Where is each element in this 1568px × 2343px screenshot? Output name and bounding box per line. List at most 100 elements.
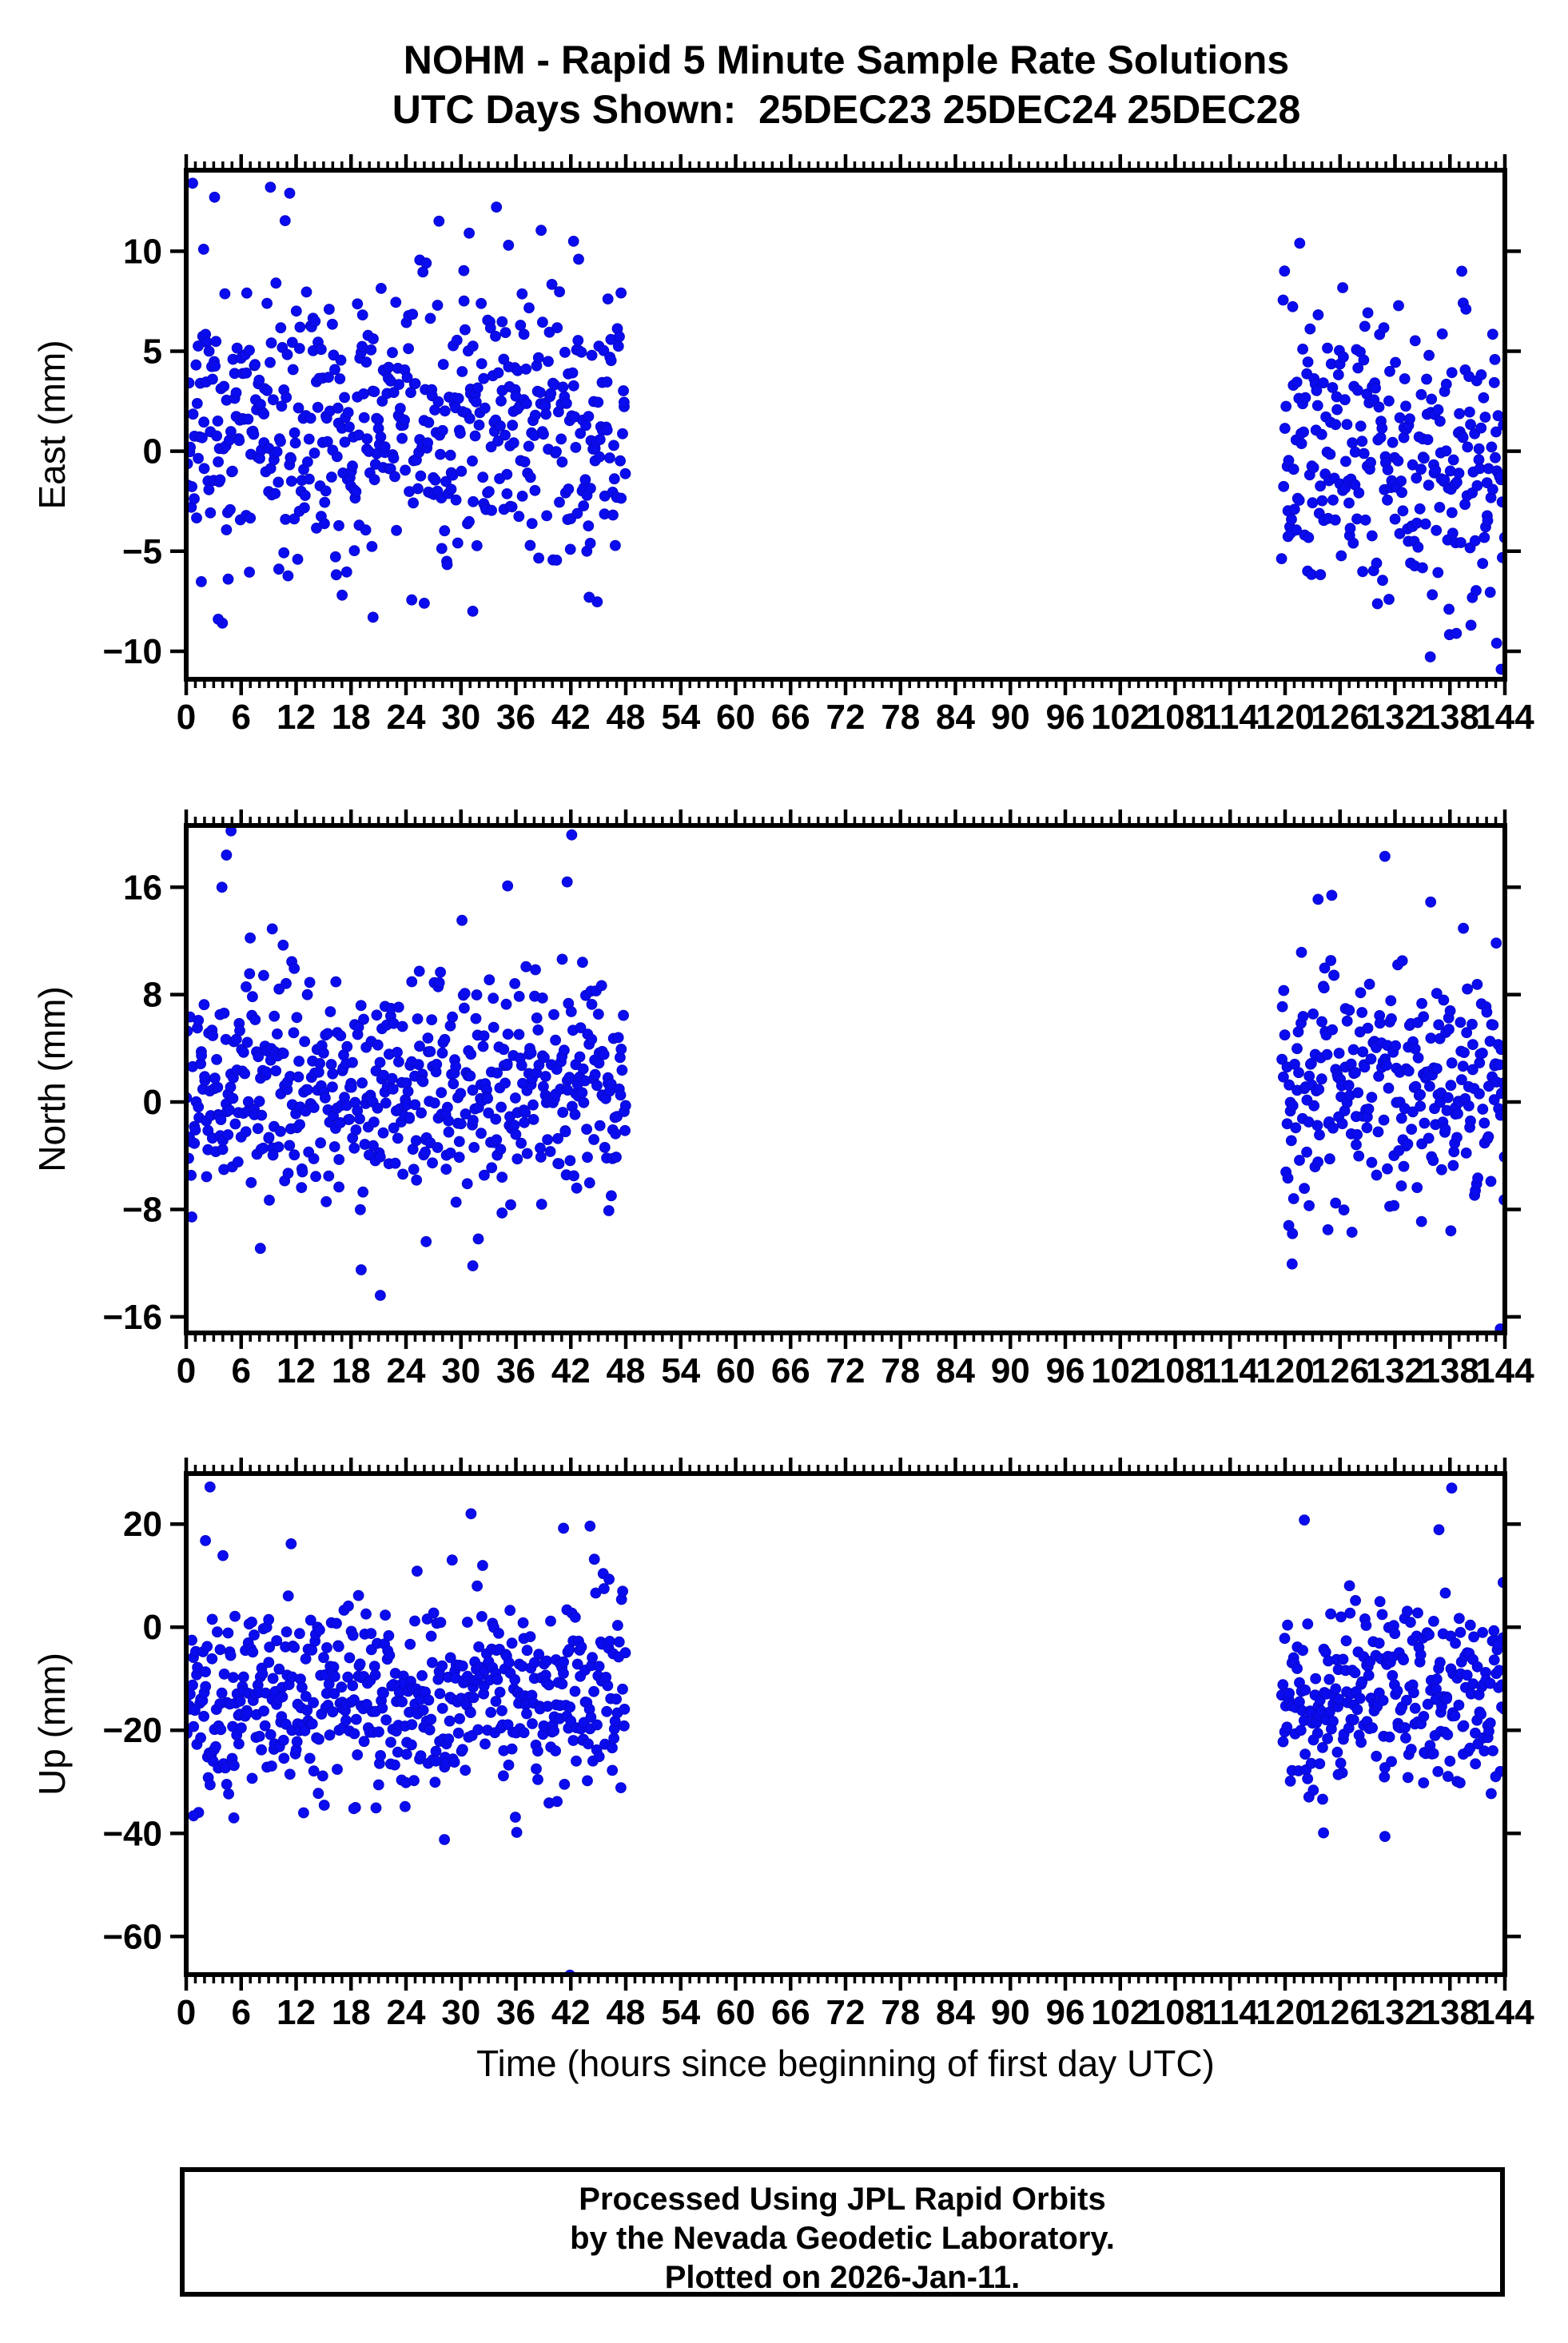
data-point [1295,1724,1307,1736]
data-point [289,963,300,974]
data-point [1385,995,1397,1007]
data-point [294,321,306,333]
data-point [270,1065,282,1076]
data-point [506,501,518,513]
data-point [344,1113,356,1125]
x-tick-label: 48 [607,1351,646,1390]
data-point [1330,1683,1342,1695]
data-point [200,1535,212,1546]
data-point [227,1092,239,1104]
data-point [436,424,448,436]
data-point [304,473,315,485]
data-point [456,465,468,477]
x-tick-label: 96 [1046,1993,1085,2032]
x-tick-label: 120 [1256,1351,1314,1390]
scatter-plot-up: 0 6 12 18 24 30 36 42 48 54 60 66 72 78 84 90 96 10210811… [31,1458,1534,2032]
panel-up: 0 6 12 18 24 30 36 42 48 54 60 66 72 78 84 90 96 102 108 11… [31,1458,1534,2032]
data-point [230,387,242,399]
data-point [245,1177,257,1188]
data-point [285,453,297,464]
data-point [1347,1044,1359,1056]
data-point [221,524,233,535]
data-point [392,1132,404,1144]
data-point [387,347,398,359]
data-point [448,1756,460,1768]
data-point [612,1620,623,1631]
data-point [1324,448,1336,460]
data-point [333,519,344,531]
data-point [593,1751,605,1763]
data-point [550,1034,562,1046]
data-point [1418,1011,1430,1023]
data-point [1311,384,1323,396]
data-point [1432,567,1444,579]
data-point [237,1671,249,1683]
data-point [1445,1225,1457,1237]
data-point [1318,982,1330,994]
data-point [301,1084,313,1096]
data-point [444,1148,456,1159]
data-point [1395,475,1407,487]
data-point [1475,369,1487,380]
data-point [1412,1052,1424,1064]
data-point [1351,1139,1362,1151]
x-tick-label: 24 [387,1351,426,1390]
data-point [464,227,476,239]
data-points [186,177,1505,675]
data-point [554,496,565,508]
data-point [263,1613,275,1625]
data-point [1303,531,1315,543]
data-point [557,381,569,393]
data-point [488,1021,499,1033]
y-tick-label: 8 [143,976,162,1015]
data-point [607,509,619,521]
data-point [306,1718,318,1730]
data-point [564,1155,576,1167]
data-point [1335,1757,1347,1769]
data-point [456,366,468,377]
data-point [521,1708,532,1720]
y-tick-label: 20 [123,1505,162,1544]
data-point [1362,307,1374,319]
data-point [328,1688,340,1700]
data-point [273,476,285,488]
data-point [1367,1722,1378,1734]
data-point [329,1671,340,1682]
data-point [513,991,525,1002]
data-point [532,1024,544,1036]
data-point [282,1590,294,1602]
data-point [1322,342,1333,354]
data-point [1465,619,1477,631]
data-point [196,1050,208,1061]
data-point [277,939,289,951]
data-point [436,1047,448,1059]
data-point [1315,569,1327,581]
data-point [1482,515,1494,527]
data-point [304,977,316,989]
data-point [434,1688,446,1700]
data-point [380,1714,392,1726]
data-point [1436,1164,1447,1175]
data-point [372,1102,384,1114]
data-point [1319,962,1331,974]
data-point [329,551,341,563]
data-point [1278,1071,1289,1083]
data-point [563,1072,575,1084]
data-point [1450,1637,1461,1649]
data-point [197,432,208,444]
data-point [276,400,288,412]
x-tick-label: 72 [826,1351,866,1390]
data-point [408,497,420,509]
data-point [1442,1728,1454,1740]
y-tick-label: −5 [122,532,162,571]
data-point [376,1702,388,1714]
data-point [273,1141,285,1153]
data-point [464,412,476,424]
data-point [520,961,532,973]
data-point [1486,1788,1497,1800]
x-tick-label: 114 [1202,698,1260,737]
data-point [241,367,253,379]
data-point [491,1134,503,1146]
data-point [615,455,626,467]
data-point [222,1627,234,1639]
